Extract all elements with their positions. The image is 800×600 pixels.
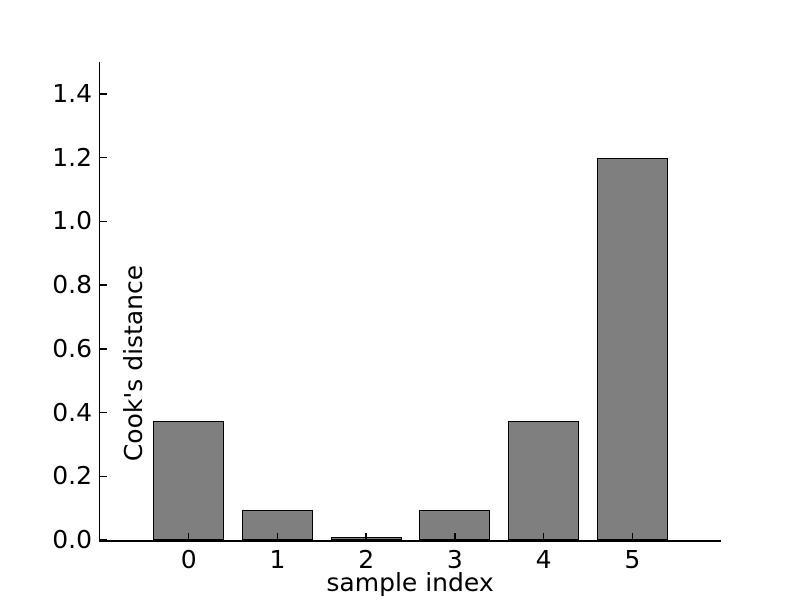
y-tick-label: 0.0 — [52, 525, 92, 554]
x-tick-label: 3 — [446, 545, 463, 574]
y-tick-mark — [100, 93, 107, 95]
y-axis-spine — [98, 62, 100, 542]
plot-area: 0 1 2 3 4 5 0.0 0.2 0.4 0.6 0.8 1.0 1.2 1.4 Cook's d… — [52, 62, 721, 574]
y-tick-label: 0.8 — [52, 270, 92, 300]
y-tick-mark — [100, 220, 107, 223]
y-tick-label: 1.2 — [52, 142, 92, 172]
y-axis-title: Cook's distance — [119, 264, 148, 462]
x-tick-label: 5 — [624, 545, 641, 574]
y-tick-label: 0.6 — [52, 333, 92, 363]
x-tick-mark — [542, 533, 545, 540]
x-tick-label: 1 — [269, 545, 286, 574]
y-tick-mark — [100, 411, 107, 414]
bar-sample-5 — [596, 157, 668, 540]
x-tick-label: 2 — [358, 545, 375, 574]
x-tick-mark — [187, 533, 190, 540]
bar-sample-0 — [153, 420, 225, 540]
bar-sample-4 — [508, 420, 580, 540]
x-axis-title: sample index — [326, 568, 494, 597]
x-tick-mark — [276, 533, 279, 540]
x-axis-spine — [98, 540, 721, 542]
x-tick-mark — [365, 533, 367, 540]
y-tick-mark — [100, 348, 107, 350]
y-tick-mark — [100, 475, 107, 478]
y-tick-mark — [100, 284, 107, 286]
x-tick-label: 4 — [535, 545, 552, 574]
y-tick-label: 0.4 — [52, 397, 92, 427]
x-tick-mark — [454, 533, 456, 540]
y-tick-label: 1.4 — [52, 78, 92, 108]
y-tick-label: 1.0 — [52, 206, 92, 236]
x-tick-mark — [631, 533, 634, 540]
x-tick-label: 0 — [180, 545, 197, 574]
y-tick-mark — [100, 156, 107, 159]
y-tick-label: 0.2 — [52, 461, 92, 491]
